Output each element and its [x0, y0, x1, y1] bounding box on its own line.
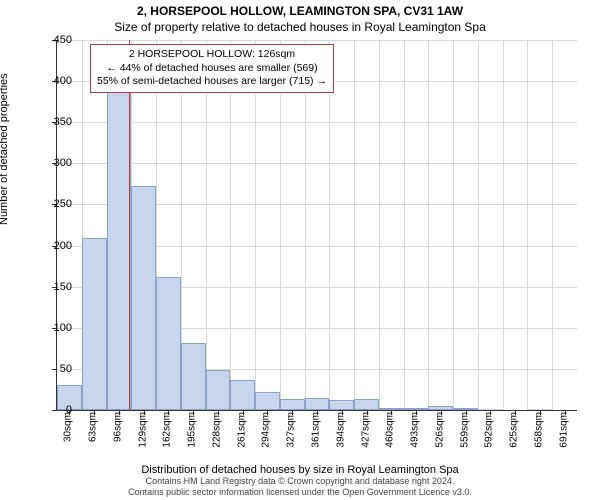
x-tick-label: 493sqm — [410, 412, 421, 448]
histogram-bar — [107, 77, 132, 410]
y-tick-label: 100 — [32, 322, 72, 334]
x-tick-label: 327sqm — [286, 412, 297, 448]
footer-line-2: Contains public sector information licen… — [0, 487, 600, 498]
x-axis-label: Distribution of detached houses by size … — [0, 464, 600, 476]
y-tick-label: 150 — [32, 281, 72, 293]
x-tick-label: 30sqm — [63, 412, 74, 442]
chart-title: 2, HORSEPOOL HOLLOW, LEAMINGTON SPA, CV3… — [0, 0, 600, 18]
x-tick-label: 427sqm — [360, 412, 371, 448]
histogram-bar — [255, 392, 280, 410]
chart-plot-area — [56, 40, 577, 411]
x-tick-label: 460sqm — [385, 412, 396, 448]
x-tick-label: 658sqm — [533, 412, 544, 448]
histogram-bar — [181, 343, 206, 410]
y-tick-label: 50 — [32, 363, 72, 375]
y-tick-label: 450 — [32, 34, 72, 46]
y-tick-label: 250 — [32, 198, 72, 210]
x-tick-label: 63sqm — [88, 412, 99, 442]
footer-attribution: Contains HM Land Registry data © Crown c… — [0, 476, 600, 498]
property-marker-line — [129, 40, 131, 410]
histogram-bar — [305, 398, 330, 410]
x-tick-label: 261sqm — [236, 412, 247, 448]
y-tick-label: 350 — [32, 116, 72, 128]
histogram-bar — [230, 380, 255, 410]
x-tick-label: 526sqm — [434, 412, 445, 448]
histogram-bar — [206, 370, 231, 410]
x-tick-label: 394sqm — [335, 412, 346, 448]
histogram-bar — [82, 238, 107, 410]
histogram-bar — [354, 399, 379, 410]
y-axis-label: Number of detached properties — [0, 73, 10, 225]
histogram-bar — [156, 277, 181, 410]
chart-container: 2, HORSEPOOL HOLLOW, LEAMINGTON SPA, CV3… — [0, 0, 600, 500]
footer-line-1: Contains HM Land Registry data © Crown c… — [0, 476, 600, 487]
y-tick-label: 400 — [32, 75, 72, 87]
x-tick-label: 625sqm — [509, 412, 520, 448]
chart-subtitle: Size of property relative to detached ho… — [0, 18, 600, 36]
x-tick-label: 559sqm — [459, 412, 470, 448]
y-tick-label: 300 — [32, 157, 72, 169]
x-tick-label: 592sqm — [484, 412, 495, 448]
histogram-bar — [280, 399, 305, 410]
histogram-bar — [329, 400, 354, 410]
annotation-line-1: 2 HORSEPOOL HOLLOW: 126sqm — [97, 48, 327, 62]
x-tick-label: 129sqm — [137, 412, 148, 448]
x-tick-label: 294sqm — [261, 412, 272, 448]
annotation-box: 2 HORSEPOOL HOLLOW: 126sqm ← 44% of deta… — [90, 44, 334, 93]
x-tick-label: 96sqm — [112, 412, 123, 442]
annotation-line-2: ← 44% of detached houses are smaller (56… — [97, 62, 327, 76]
x-tick-label: 162sqm — [162, 412, 173, 448]
x-tick-label: 361sqm — [311, 412, 322, 448]
x-tick-label: 691sqm — [558, 412, 569, 448]
histogram-bar — [131, 186, 156, 410]
x-tick-label: 228sqm — [211, 412, 222, 448]
y-tick-label: 200 — [32, 240, 72, 252]
x-tick-label: 195sqm — [187, 412, 198, 448]
annotation-line-3: 55% of semi-detached houses are larger (… — [97, 75, 327, 89]
